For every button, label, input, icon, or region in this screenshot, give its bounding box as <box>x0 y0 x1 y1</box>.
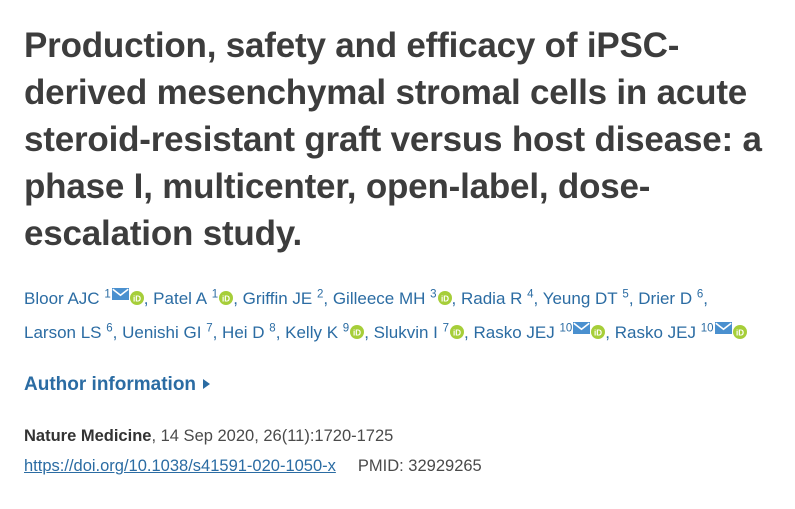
author-name-link[interactable]: Griffin JE <box>242 289 317 308</box>
author-entry: Gilleece MH 3 iD <box>333 289 452 308</box>
author-entry: Bloor AJC 1 iD <box>24 288 144 308</box>
author-separator: , <box>703 289 708 308</box>
author-separator: , <box>112 323 123 342</box>
author-affiliation-marker[interactable]: 4 <box>527 288 534 301</box>
author-separator: , <box>212 323 223 342</box>
author-name-link[interactable]: Larson LS <box>24 323 107 342</box>
author-affiliation-marker[interactable]: 9 <box>342 322 350 335</box>
pmid-label: PMID: 32929265 <box>357 457 482 475</box>
orcid-icon[interactable]: iD <box>437 285 452 305</box>
author-name-link[interactable]: Patel A <box>153 289 212 308</box>
author-separator: , <box>233 289 243 308</box>
svg-text:iD: iD <box>133 294 141 303</box>
author-entry: Rasko JEJ 10 iD <box>473 322 606 342</box>
author-separator: , <box>323 289 333 308</box>
author-name-link[interactable]: Gilleece MH <box>332 289 431 308</box>
author-name-link[interactable]: Kelly K <box>285 323 343 342</box>
mail-icon[interactable] <box>111 280 129 300</box>
author-name-link[interactable]: Rasko JEJ <box>614 323 701 342</box>
identifiers-row: https://doi.org/10.1038/s41591-020-1050-… <box>24 453 771 479</box>
author-name-link[interactable]: Drier D <box>638 289 697 308</box>
author-separator: , <box>628 289 639 308</box>
svg-text:iD: iD <box>736 328 744 337</box>
author-affiliation-marker[interactable]: 10 <box>559 322 573 335</box>
caret-right-icon <box>203 379 211 389</box>
author-name-link[interactable]: Uenishi GI <box>122 323 207 342</box>
svg-text:iD: iD <box>594 328 602 337</box>
orcid-icon[interactable]: iD <box>591 319 606 339</box>
article-summary-page: Production, safety and efficacy of iPSC-… <box>24 26 771 479</box>
page-title: Production, safety and efficacy of iPSC-… <box>24 26 762 253</box>
author-separator: , <box>533 289 543 308</box>
orcid-icon[interactable]: iD <box>732 319 747 339</box>
author-name-link[interactable]: Bloor AJC <box>24 289 105 308</box>
author-information-toggle[interactable]: Author information <box>24 374 211 396</box>
author-entry: Rasko JEJ 10 iD <box>614 322 747 342</box>
author-affiliation-marker[interactable]: 3 <box>430 288 437 301</box>
author-separator: , <box>464 323 474 342</box>
orcid-icon[interactable]: iD <box>219 285 234 305</box>
author-entry: Uenishi GI 7 <box>122 323 213 342</box>
author-affiliation-marker[interactable]: 1 <box>104 288 111 301</box>
orcid-icon[interactable]: iD <box>129 285 144 305</box>
citation-line: Nature Medicine, 14 Sep 2020, 26(11):172… <box>24 423 771 449</box>
svg-text:iD: iD <box>353 328 361 337</box>
svg-text:iD: iD <box>441 294 449 303</box>
author-affiliation-marker[interactable]: 6 <box>106 322 113 335</box>
author-affiliation-marker[interactable]: 7 <box>206 322 213 335</box>
doi-link[interactable]: https://doi.org/10.1038/s41591-020-1050-… <box>24 457 336 475</box>
author-entry: Patel A 1 iD <box>153 288 234 308</box>
author-information-row: Author information <box>24 374 771 396</box>
author-affiliation-marker[interactable]: 2 <box>316 288 324 301</box>
author-affiliation-marker[interactable]: 1 <box>211 288 219 301</box>
author-separator: , <box>364 323 374 342</box>
author-name-link[interactable]: Yeung DT <box>542 289 623 308</box>
author-separator: , <box>605 323 615 342</box>
author-list: Bloor AJC 1 iD, Patel A 1 iD, Griffin JE 2… <box>24 280 771 348</box>
author-entry: Drier D 6 <box>638 289 703 308</box>
author-entry: Kelly K 9 iD <box>285 322 365 342</box>
author-separator: , <box>275 323 286 342</box>
mail-icon[interactable] <box>573 314 591 334</box>
author-affiliation-marker[interactable]: 10 <box>700 322 714 335</box>
orcid-icon[interactable]: iD <box>450 319 465 339</box>
author-name-link[interactable]: Hei D <box>222 323 270 342</box>
author-entry: Slukvin I 7 iD <box>373 322 465 342</box>
orcid-icon[interactable]: iD <box>350 319 365 339</box>
author-affiliation-marker[interactable]: 8 <box>269 322 276 335</box>
mail-icon[interactable] <box>714 314 732 334</box>
author-separator: , <box>143 289 154 308</box>
author-name-link[interactable]: Rasko JEJ <box>473 323 560 342</box>
author-affiliation-marker[interactable]: 5 <box>622 288 629 301</box>
author-separator: , <box>451 289 461 308</box>
citation-details: , 14 Sep 2020, 26(11):1720-1725 <box>151 427 394 445</box>
svg-text:iD: iD <box>222 294 230 303</box>
author-entry: Griffin JE 2 <box>243 289 324 308</box>
author-affiliation-marker[interactable]: 6 <box>696 288 704 301</box>
author-information-label: Author information <box>24 374 197 395</box>
author-entry: Radia R 4 <box>461 289 534 308</box>
author-entry: Yeung DT 5 <box>543 289 629 308</box>
author-affiliation-marker[interactable]: 7 <box>442 322 450 335</box>
journal-name: Nature Medicine <box>24 427 152 445</box>
author-name-link[interactable]: Slukvin I <box>373 323 443 342</box>
svg-text:iD: iD <box>453 328 461 337</box>
author-entry: Larson LS 6 <box>24 323 113 342</box>
author-entry: Hei D 8 <box>222 323 276 342</box>
author-name-link[interactable]: Radia R <box>461 289 528 308</box>
